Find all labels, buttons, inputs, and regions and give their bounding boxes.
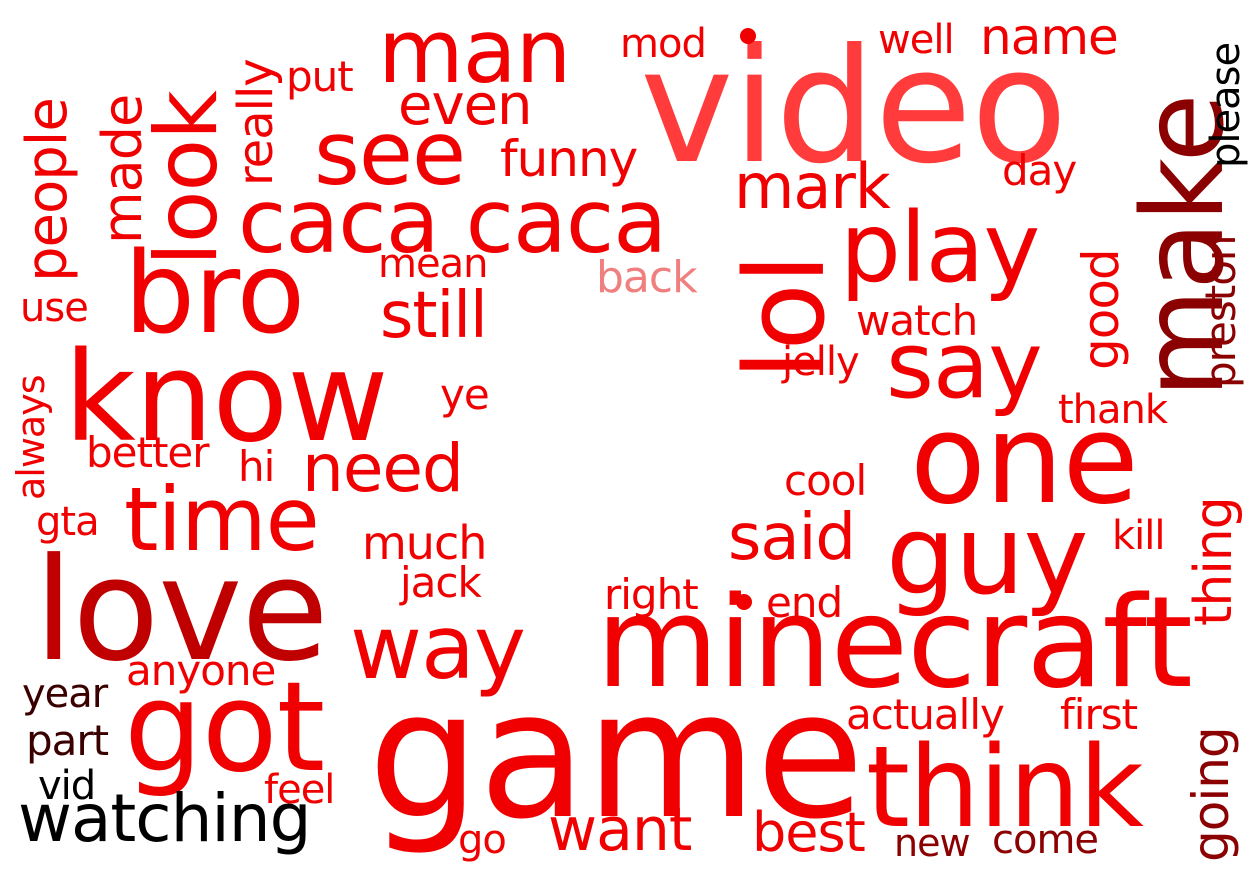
word-going: going xyxy=(1182,727,1240,862)
word-best: best xyxy=(752,801,866,864)
word-well: well xyxy=(878,17,955,63)
word-year: year xyxy=(22,671,108,717)
word-got: got xyxy=(124,656,325,800)
word-watching: watching xyxy=(18,780,311,857)
word-people: people xyxy=(15,98,80,282)
word-look: look xyxy=(137,91,237,266)
word-say: say xyxy=(886,312,1043,419)
word-really: really xyxy=(228,59,284,186)
word-man: man xyxy=(378,0,571,103)
word-bro: bro xyxy=(124,229,305,359)
word-funny: funny xyxy=(500,130,638,188)
word-need: need xyxy=(302,430,464,507)
word-please: please xyxy=(1203,42,1249,168)
word-guy: guy xyxy=(886,491,1089,619)
word-always: always xyxy=(9,375,53,501)
word-much: much xyxy=(362,516,487,570)
decorative-dot xyxy=(740,28,756,44)
word-mark: mark xyxy=(734,150,891,223)
word-lol: lol xyxy=(721,254,849,380)
word-part: part xyxy=(26,716,109,765)
word-use: use xyxy=(20,285,89,331)
word-caca-caca: caca caca xyxy=(238,170,667,273)
word-put: put xyxy=(286,52,354,101)
word-minecraft: minecraft xyxy=(596,569,1193,716)
word-thank: thank xyxy=(1058,387,1168,433)
word-think: think xyxy=(866,723,1144,853)
word-go: go xyxy=(458,817,507,863)
word-see: see xyxy=(314,102,466,205)
word-name: name xyxy=(980,8,1119,66)
word-watch: watch xyxy=(856,296,978,345)
word-end: end xyxy=(766,578,843,627)
word-made: made xyxy=(91,94,154,244)
word-new: new xyxy=(894,821,971,865)
word-kill: kill xyxy=(1112,513,1166,559)
word-know: know xyxy=(64,326,389,470)
word-said: said xyxy=(728,501,856,575)
word-still: still xyxy=(380,279,488,353)
word-jelly: jelly xyxy=(782,339,860,385)
word-even: even xyxy=(398,73,533,138)
word-first: first xyxy=(1060,690,1138,739)
word-better: better xyxy=(86,428,210,477)
word-come: come xyxy=(992,817,1099,863)
word-mean: mean xyxy=(378,241,488,287)
word-one: one xyxy=(910,388,1139,532)
word-want: want xyxy=(548,795,692,865)
decorative-dot xyxy=(736,594,752,610)
word-cool: cool xyxy=(784,456,867,505)
word-anyone: anyone xyxy=(126,646,276,695)
word-mod: mod xyxy=(620,21,707,67)
word-preston: preston xyxy=(1196,235,1245,388)
word-gta: gta xyxy=(36,499,100,545)
word-ye: ye xyxy=(440,370,490,419)
word-back: back xyxy=(596,252,698,303)
word-jack: jack xyxy=(400,558,482,607)
word-time: time xyxy=(124,468,320,571)
word-hi: hi xyxy=(238,442,275,491)
word-love: love xyxy=(34,528,329,693)
word-way: way xyxy=(350,596,526,699)
word-day: day xyxy=(1002,146,1077,195)
word-game: game xyxy=(368,653,864,858)
word-right: right xyxy=(604,570,699,619)
word-actually: actually xyxy=(846,690,1005,739)
word-thing: thing xyxy=(1184,497,1244,626)
word-feel: feel xyxy=(264,767,335,813)
word-vid: vid xyxy=(38,763,96,809)
word-good: good xyxy=(1072,249,1130,370)
word-play: play xyxy=(840,192,1040,304)
word-video: video xyxy=(640,15,1068,199)
